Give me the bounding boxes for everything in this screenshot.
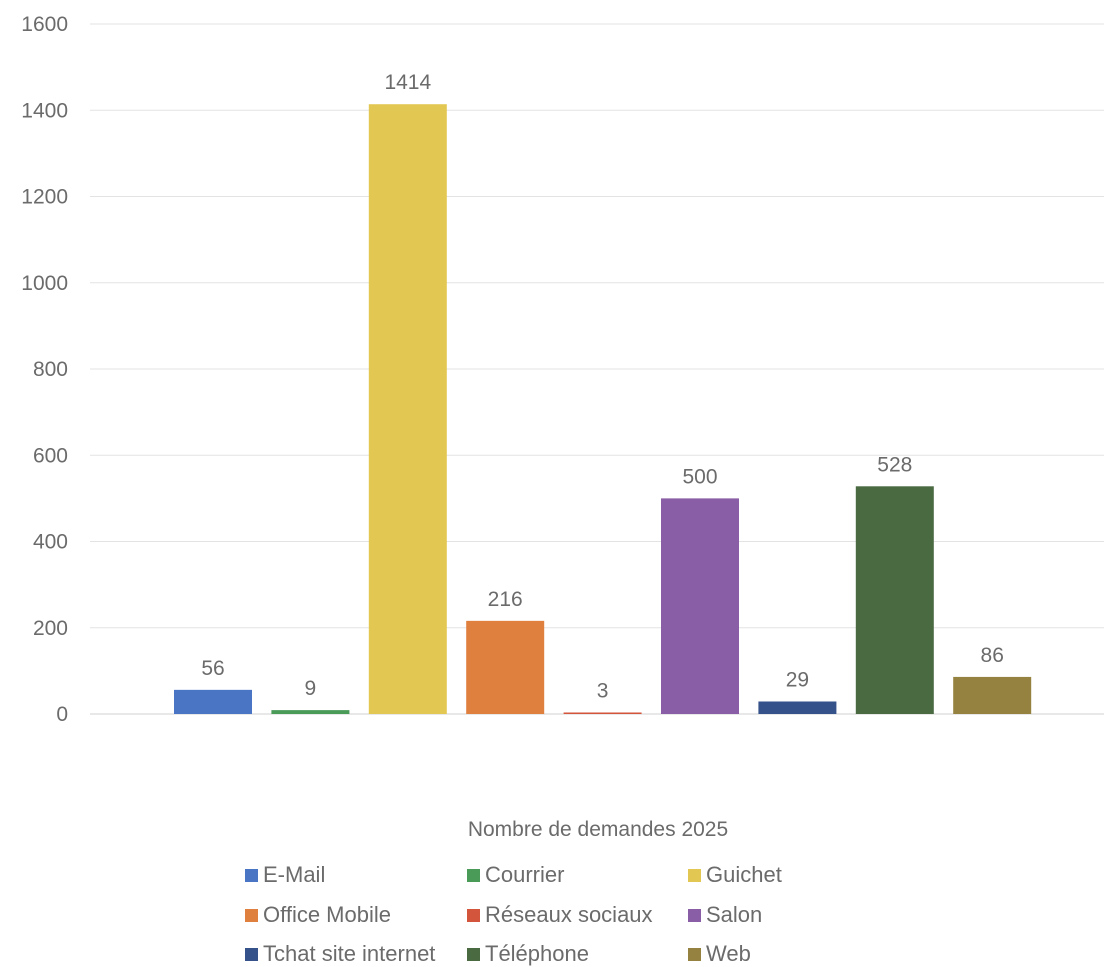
legend-item: Guichet	[688, 862, 782, 888]
legend-label: Guichet	[706, 862, 782, 887]
legend-item: Web	[688, 941, 751, 967]
legend-swatch	[245, 868, 258, 882]
y-tick-label: 1000	[21, 272, 68, 295]
legend-item: Tchat site internet	[245, 941, 435, 967]
bar-guichet	[368, 104, 447, 714]
y-axis-ticks: 0 200 400 600 800 1000 1200 1400 1600	[21, 13, 68, 726]
y-tick-label: 400	[33, 531, 68, 554]
bar-reseaux-sociaux	[563, 712, 642, 714]
legend-swatch	[467, 868, 480, 882]
legend-label: Web	[706, 941, 751, 966]
bars	[174, 104, 1032, 714]
gridlines	[90, 23, 1104, 715]
data-label: 528	[877, 453, 912, 476]
bar-telephone	[855, 486, 934, 714]
legend-item: Office Mobile	[245, 902, 391, 928]
data-label: 500	[682, 465, 717, 488]
y-tick-label: 0	[56, 703, 68, 726]
data-label: 56	[201, 657, 224, 680]
legend-item: Courrier	[467, 862, 564, 888]
legend-swatch	[688, 868, 701, 882]
legend-swatch	[688, 947, 701, 961]
legend-label: E-Mail	[263, 862, 326, 887]
legend-label: Office Mobile	[263, 902, 391, 927]
legend-item: Réseaux sociaux	[467, 902, 653, 928]
y-tick-label: 800	[33, 358, 68, 381]
legend-item: E-Mail	[245, 862, 325, 888]
bar-e-mail	[174, 689, 252, 714]
data-label: 9	[305, 677, 317, 700]
data-label: 86	[981, 644, 1004, 667]
legend-label: Réseaux sociaux	[485, 902, 653, 927]
y-tick-label: 1400	[21, 99, 68, 122]
legend-item: Téléphone	[467, 941, 589, 967]
y-tick-label: 1200	[21, 186, 68, 209]
legend-swatch	[245, 947, 258, 961]
bar-web	[953, 676, 1032, 714]
y-tick-label: 200	[33, 617, 68, 640]
bar-tchat-site-internet	[758, 701, 837, 714]
legend-swatch	[688, 908, 701, 922]
legend-label: Tchat site internet	[263, 941, 436, 966]
legend-item: Salon	[688, 902, 762, 928]
legend-label: Salon	[706, 902, 763, 927]
legend-swatch	[467, 947, 480, 961]
y-tick-label: 600	[33, 444, 68, 467]
data-label: 3	[597, 680, 609, 703]
x-axis-label: Nombre de demandes 2025	[468, 818, 728, 841]
bar-salon	[661, 498, 739, 714]
bar-courrier	[271, 710, 350, 714]
y-tick-label: 1600	[21, 13, 68, 36]
bar-office-mobile	[466, 620, 545, 714]
legend-swatch	[245, 908, 258, 922]
data-labels: 56 9 1414 216 3 500 29 528 86	[201, 71, 1004, 702]
data-label: 1414	[384, 71, 431, 94]
legend-label: Courrier	[485, 862, 565, 887]
data-label: 216	[488, 588, 523, 611]
legend-label: Téléphone	[485, 941, 589, 966]
legend-swatch	[467, 908, 480, 922]
data-label: 29	[786, 668, 809, 691]
